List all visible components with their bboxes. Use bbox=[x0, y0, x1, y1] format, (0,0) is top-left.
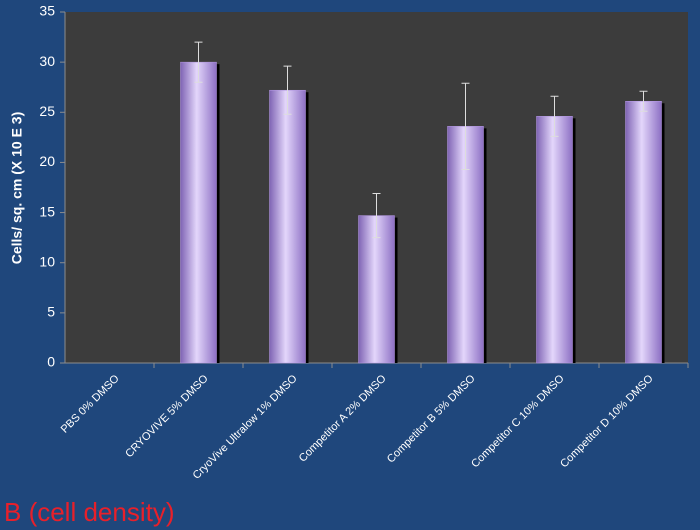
bar bbox=[180, 61, 217, 364]
y-tick-label: 5 bbox=[47, 304, 55, 320]
error-bar bbox=[550, 95, 559, 137]
error-bar bbox=[639, 90, 648, 112]
bar bbox=[358, 215, 395, 364]
y-tick-label: 30 bbox=[39, 53, 55, 69]
caption: B (cell density) bbox=[4, 497, 175, 527]
bar bbox=[269, 89, 306, 364]
bar bbox=[625, 101, 662, 364]
bar bbox=[536, 116, 573, 364]
y-tick-label: 15 bbox=[39, 203, 55, 219]
y-axis-label: Cells/ sq. cm (X 10 E 3) bbox=[9, 112, 25, 265]
error-bar bbox=[283, 65, 292, 115]
error-bar bbox=[461, 82, 470, 170]
y-tick-label: 20 bbox=[39, 153, 55, 169]
y-tick-label: 25 bbox=[39, 103, 55, 119]
y-tick-label: 10 bbox=[39, 253, 55, 269]
error-bar bbox=[194, 41, 203, 83]
y-tick-label: 0 bbox=[47, 354, 55, 370]
y-tick-label: 35 bbox=[39, 3, 55, 19]
error-bar bbox=[372, 193, 381, 239]
